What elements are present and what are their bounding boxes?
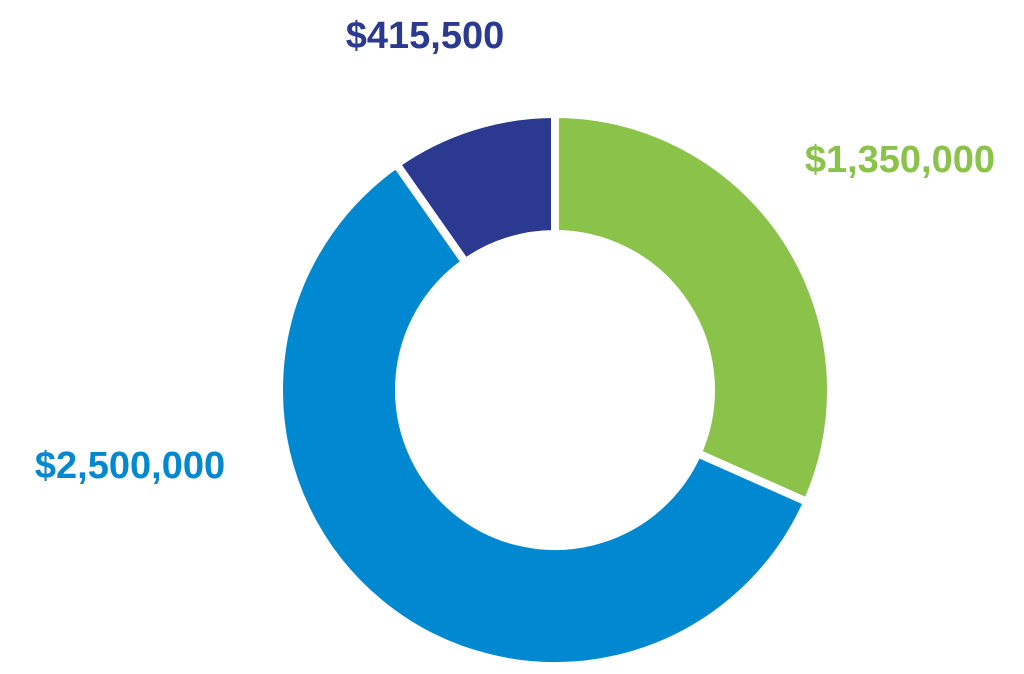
slice-1350000 bbox=[551, 109, 835, 508]
data-label-415500: $415,500 bbox=[346, 15, 505, 57]
slice-2500000 bbox=[275, 158, 813, 670]
donut-slices bbox=[275, 109, 835, 670]
data-label-2500000: $2,500,000 bbox=[35, 445, 225, 487]
data-label-1350000: $1,350,000 bbox=[805, 139, 995, 181]
slice-415500 bbox=[390, 109, 559, 268]
donut-data-labels: $1,350,000 $2,500,000 $415,500 bbox=[35, 15, 995, 487]
